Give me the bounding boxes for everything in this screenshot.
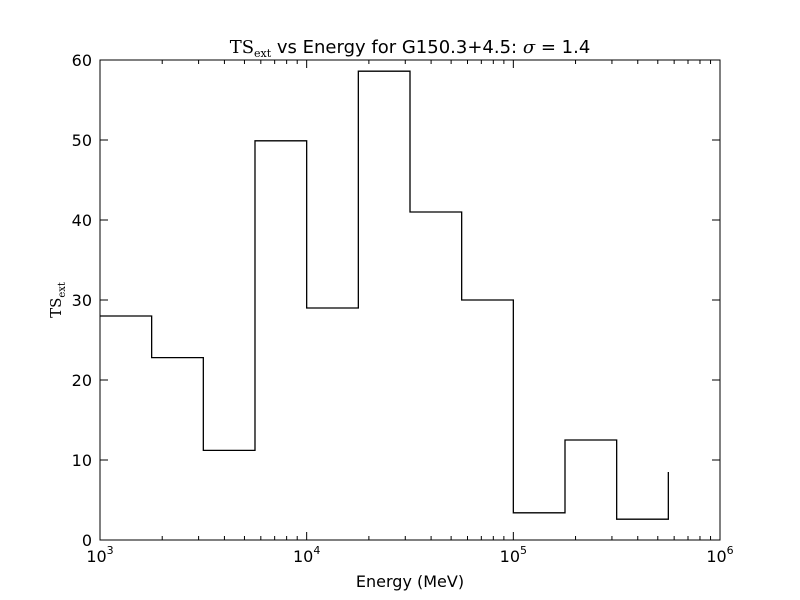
chart-title: TSext vs Energy for G150.3+4.5: σ = 1.4 <box>230 37 591 60</box>
step-line <box>100 70 669 520</box>
y-tick-label: 30 <box>72 291 92 310</box>
x-tick-label: 103 <box>86 544 113 566</box>
y-tick-label: 0 <box>82 531 92 550</box>
title-ts-subscript: ext <box>254 47 272 60</box>
title-ts: TS <box>230 37 254 58</box>
x-tick-label: 106 <box>706 544 733 566</box>
title-middle: vs Energy for G150.3+4.5: <box>271 37 523 58</box>
title-suffix: = 1.4 <box>535 37 590 58</box>
y-tick-label: 40 <box>72 211 92 230</box>
y-tick-label: 50 <box>72 131 92 150</box>
series-group <box>100 70 669 520</box>
y-axis-label-main: TS <box>47 298 65 318</box>
y-tick-label: 10 <box>72 451 92 470</box>
x-tick-label: 104 <box>293 544 320 566</box>
y-axis: 0 10 20 30 40 50 60 <box>72 51 720 550</box>
x-tick-label: 105 <box>500 544 527 566</box>
title-sigma: σ <box>523 37 536 58</box>
y-axis-label: TSext <box>47 282 68 318</box>
y-tick-label: 60 <box>72 51 92 70</box>
y-axis-label-subscript: ext <box>57 282 68 298</box>
y-tick-label: 20 <box>72 371 92 390</box>
x-axis-label: Energy (MeV) <box>356 572 464 591</box>
x-axis: 103 104 105 106 <box>86 60 734 566</box>
